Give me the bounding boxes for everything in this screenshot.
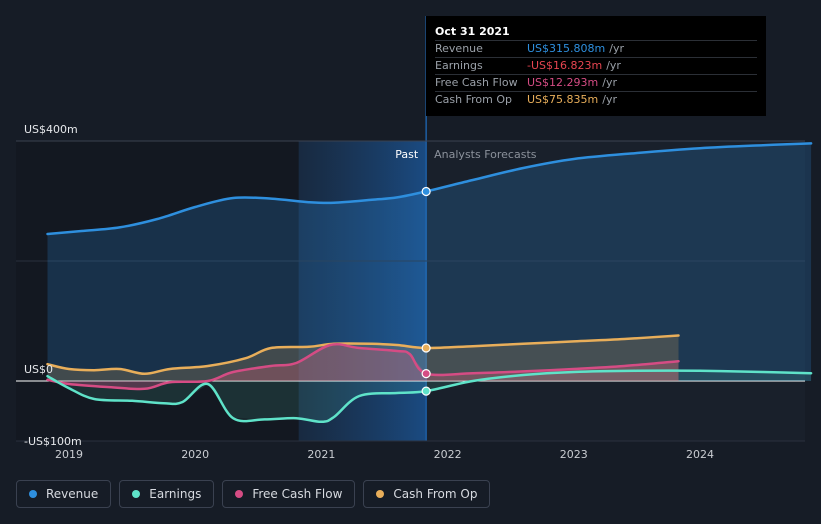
tooltip-value: US$12.293m xyxy=(527,76,599,89)
series-lines xyxy=(46,142,813,424)
series-fill-revenue xyxy=(47,143,812,381)
tooltip-row-revenue: Revenue US$315.808m /yr xyxy=(435,40,757,57)
series-line-free-cash-flow xyxy=(46,343,680,391)
x-tick-label: 2024 xyxy=(686,448,714,461)
series-fill-free-cash-flow xyxy=(47,345,679,389)
legend-label: Free Cash Flow xyxy=(252,487,343,501)
marker-cash-from-op xyxy=(421,343,431,353)
x-tick-label: 2020 xyxy=(181,448,209,461)
legend-item-free-cash-flow[interactable]: Free Cash Flow xyxy=(222,480,356,508)
tooltip-value: US$315.808m xyxy=(527,42,606,55)
tooltip-unit: /yr xyxy=(602,76,617,89)
tooltip: Oct 31 2021 Revenue US$315.808m /yr Earn… xyxy=(426,16,766,116)
series-fill-earnings xyxy=(47,370,812,422)
past-region xyxy=(16,141,299,441)
chart-background xyxy=(16,141,805,441)
series-fills xyxy=(47,143,812,422)
marker-revenue xyxy=(421,186,431,197)
highlight-region xyxy=(298,141,427,441)
legend-label: Revenue xyxy=(46,487,99,501)
tooltip-label: Free Cash Flow xyxy=(435,76,518,89)
forecast-label: Analysts Forecasts xyxy=(434,148,537,161)
free-cash-flow-dot-icon xyxy=(235,490,244,498)
tooltip-label: Cash From Op xyxy=(435,93,513,106)
legend-item-revenue[interactable]: Revenue xyxy=(16,480,112,508)
legend-item-earnings[interactable]: Earnings xyxy=(119,480,215,508)
legend-item-cash-from-op[interactable]: Cash From Op xyxy=(363,480,491,508)
x-tick-label: 2022 xyxy=(434,448,462,461)
tooltip-label: Earnings xyxy=(435,59,483,72)
y-tick-label: US$400m xyxy=(24,123,78,136)
marker-earnings xyxy=(421,386,431,396)
legend-label: Cash From Op xyxy=(393,487,478,501)
tooltip-unit: /yr xyxy=(602,93,617,106)
tooltip-value: -US$16.823m xyxy=(527,59,603,72)
past-label: Past xyxy=(395,148,419,161)
marker-free-cash-flow xyxy=(421,369,431,379)
legend: Revenue Earnings Free Cash Flow Cash Fro… xyxy=(16,480,491,508)
series-line-revenue xyxy=(46,142,813,236)
tooltip-row-free-cash-flow: Free Cash Flow US$12.293m /yr xyxy=(435,74,757,91)
revenue-dot-icon xyxy=(29,490,37,498)
tooltip-row-cash-from-op: Cash From Op US$75.835m /yr xyxy=(435,91,757,108)
earnings-dot-icon xyxy=(132,490,141,498)
x-tick-label: 2019 xyxy=(55,448,83,461)
forecast-region xyxy=(426,141,805,441)
x-tick-label: 2023 xyxy=(560,448,588,461)
tooltip-value: US$75.835m xyxy=(527,93,599,106)
series-line-cash-from-op xyxy=(46,334,680,376)
tooltip-row-earnings: Earnings -US$16.823m /yr xyxy=(435,57,757,74)
y-tick-label: -US$100m xyxy=(24,435,82,448)
highlight-points xyxy=(421,186,431,396)
cash-from-op-dot-icon xyxy=(376,490,385,498)
y-tick-label: US$0 xyxy=(24,363,53,376)
x-tick-label: 2021 xyxy=(307,448,335,461)
tooltip-unit: /yr xyxy=(609,42,624,55)
tooltip-label: Revenue xyxy=(435,42,483,55)
tooltip-unit: /yr xyxy=(606,59,621,72)
tooltip-date: Oct 31 2021 xyxy=(435,25,510,38)
series-fill-cash-from-op xyxy=(47,335,679,381)
legend-label: Earnings xyxy=(149,487,202,501)
series-line-earnings xyxy=(46,369,813,424)
